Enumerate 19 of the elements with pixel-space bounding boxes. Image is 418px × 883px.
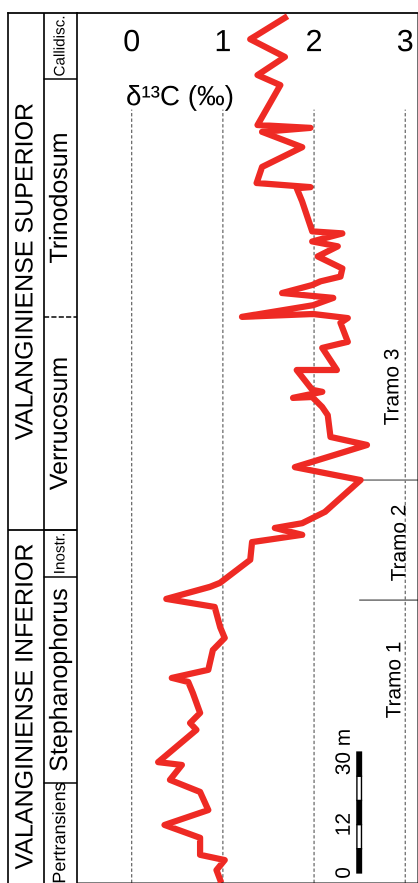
x-tick-label: 0 bbox=[124, 30, 140, 52]
text: Pertransiens bbox=[52, 782, 66, 882]
x-tick-label: 2 bbox=[307, 30, 322, 52]
text: Trinodosum bbox=[48, 134, 68, 263]
x-tick-label: 1 bbox=[216, 30, 230, 52]
text: Inostr. bbox=[54, 534, 65, 573]
x-axis-title: δ¹³C (‰) bbox=[127, 85, 232, 111]
x-tick-label: 3 bbox=[398, 30, 412, 52]
text: Verrucosum bbox=[50, 358, 68, 490]
y-tick-label: 0 bbox=[335, 868, 350, 878]
text: VALANGINIENSE INFERIOR bbox=[15, 544, 33, 870]
annotation: Tramo 3 bbox=[384, 350, 399, 425]
y-tick-label: 30 m bbox=[335, 730, 350, 774]
text: Callidisc. bbox=[53, 16, 65, 76]
text: Stephanophorus bbox=[48, 589, 72, 771]
annotation: Tramo 1 bbox=[386, 642, 401, 718]
text: VALANGINIENSE SUPERIOR bbox=[15, 104, 33, 440]
y-tick-label: 12 bbox=[335, 814, 350, 835]
annotation: Tramo 2 bbox=[390, 506, 406, 581]
